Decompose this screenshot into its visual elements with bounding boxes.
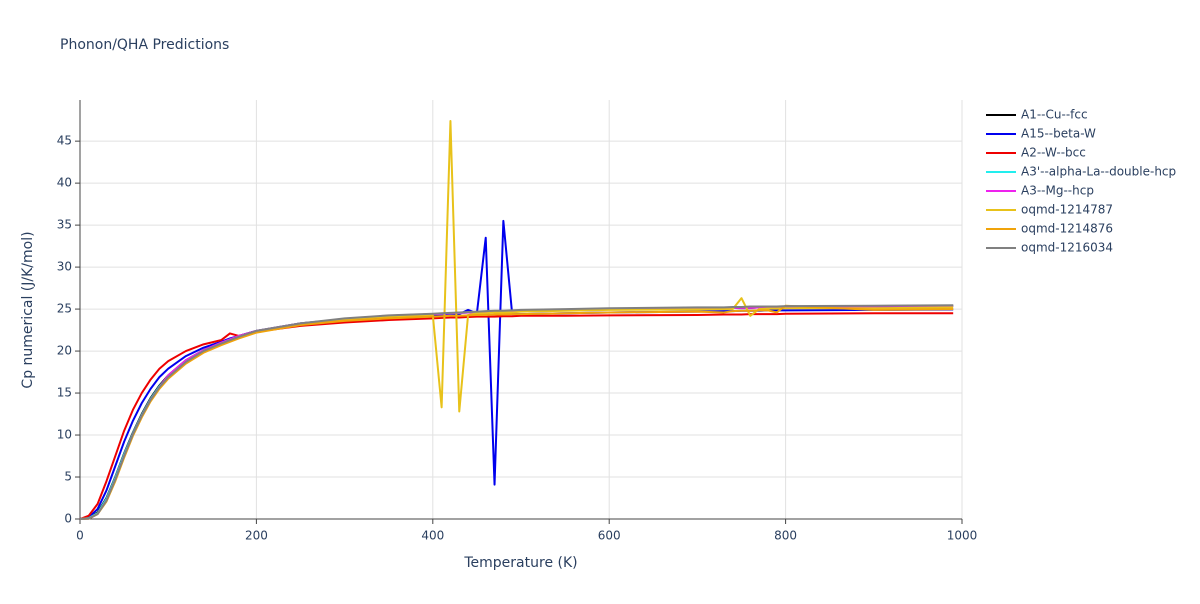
x-tick-label: 800	[774, 529, 797, 543]
series-line	[79, 312, 954, 520]
chart-title: Phonon/QHA Predictions	[60, 37, 229, 53]
y-tick-label: 30	[57, 260, 72, 274]
legend-label: oqmd-1214876	[1021, 222, 1113, 236]
y-axis-label: Cp numerical (J/K/mol)	[20, 231, 36, 388]
series-line	[79, 304, 954, 520]
x-tick-label: 400	[421, 529, 444, 543]
y-tick-label: 15	[57, 386, 72, 400]
x-axis-label: Temperature (K)	[463, 555, 577, 571]
series-line	[79, 119, 954, 520]
series-line	[79, 304, 954, 520]
series-line	[79, 304, 954, 520]
x-tick-label: 200	[245, 529, 268, 543]
legend-label: oqmd-1216034	[1021, 241, 1113, 255]
series-line	[79, 304, 954, 520]
series-line	[79, 304, 954, 520]
legend-label: oqmd-1214787	[1021, 203, 1113, 217]
legend-label: A2--W--bcc	[1021, 146, 1086, 160]
series-line	[79, 219, 954, 520]
y-tick-label: 40	[57, 176, 72, 190]
y-tick-label: 25	[57, 302, 72, 316]
x-tick-label: 0	[76, 529, 84, 543]
legend-label: A1--Cu--fcc	[1021, 108, 1088, 122]
legend-label: A3--Mg--hcp	[1021, 184, 1094, 198]
y-tick-label: 20	[57, 344, 72, 358]
y-tick-label: 35	[57, 218, 72, 232]
x-tick-label: 600	[598, 529, 621, 543]
y-tick-label: 10	[57, 428, 72, 442]
legend-label: A15--beta-W	[1021, 127, 1096, 141]
x-tick-label: 1000	[947, 529, 978, 543]
y-tick-label: 5	[64, 470, 72, 484]
y-tick-label: 45	[57, 134, 72, 148]
y-tick-label: 0	[64, 512, 72, 526]
legend-label: A3'--alpha-La--double-hcp	[1021, 165, 1176, 179]
